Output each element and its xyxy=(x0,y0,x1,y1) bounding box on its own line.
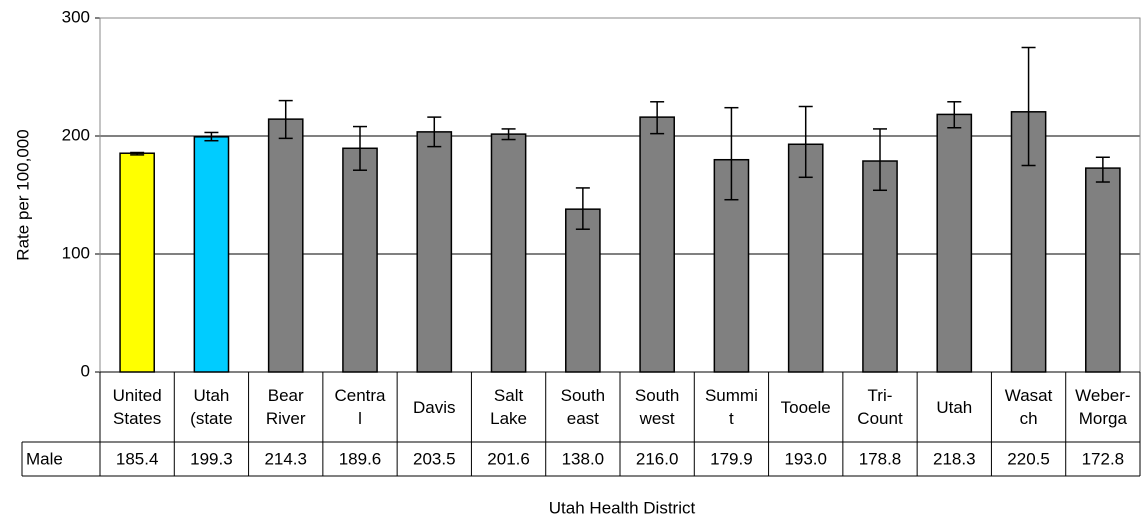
x-axis-label: Utah Health District xyxy=(549,498,696,517)
bar xyxy=(565,208,601,373)
table-value: 214.3 xyxy=(264,449,307,468)
table-value: 178.8 xyxy=(859,449,902,468)
bar xyxy=(862,160,898,373)
table-value: 220.5 xyxy=(1007,449,1050,468)
y-tick-label: 300 xyxy=(62,7,90,26)
x-tick-label: Wasat ch xyxy=(1004,386,1053,428)
x-tick-label: South west xyxy=(634,386,680,428)
bar xyxy=(342,147,378,373)
table-value: 189.6 xyxy=(339,449,382,468)
x-tick-label: Bear River xyxy=(265,386,306,428)
bar xyxy=(936,113,973,373)
table-value: 203.5 xyxy=(413,449,456,468)
x-tick-label: Tooele xyxy=(780,397,831,417)
x-tick-label: Weber- Morga xyxy=(1075,386,1131,428)
x-tick-label: Salt Lake xyxy=(490,386,527,428)
x-tick-label: South east xyxy=(560,386,606,428)
table-value: 185.4 xyxy=(116,449,159,468)
plot-frame xyxy=(99,17,1141,373)
bar xyxy=(416,131,453,373)
y-tick-label: 0 xyxy=(81,361,90,380)
x-tick-label: United States xyxy=(112,386,162,428)
table-value: 179.9 xyxy=(710,449,753,468)
x-tick-label: Tri- Count xyxy=(857,386,903,428)
bar xyxy=(119,152,155,373)
table-value: 216.0 xyxy=(636,449,679,468)
x-tick-label: Centra l xyxy=(334,386,386,428)
table-value: 193.0 xyxy=(784,449,827,468)
y-axis-label: Rate per 100,000 xyxy=(13,129,32,260)
x-tick-label: Summi t xyxy=(704,386,758,428)
bar xyxy=(1085,167,1121,373)
legend-label: Male xyxy=(26,449,63,468)
bar xyxy=(787,143,824,373)
x-tick-label: Utah (state xyxy=(190,386,233,428)
y-tick-label: 100 xyxy=(62,243,90,262)
bar xyxy=(490,133,527,373)
table-value: 201.6 xyxy=(487,449,530,468)
table-value: 172.8 xyxy=(1082,449,1125,468)
x-tick-label: Utah xyxy=(936,397,973,417)
table-value: 199.3 xyxy=(190,449,233,468)
table-value: 138.0 xyxy=(562,449,605,468)
table-value: 218.3 xyxy=(933,449,976,468)
bar xyxy=(639,116,675,373)
bar xyxy=(267,118,304,373)
bar xyxy=(193,136,230,373)
x-tick-label: Davis xyxy=(413,397,456,417)
y-tick-label: 200 xyxy=(62,125,90,144)
